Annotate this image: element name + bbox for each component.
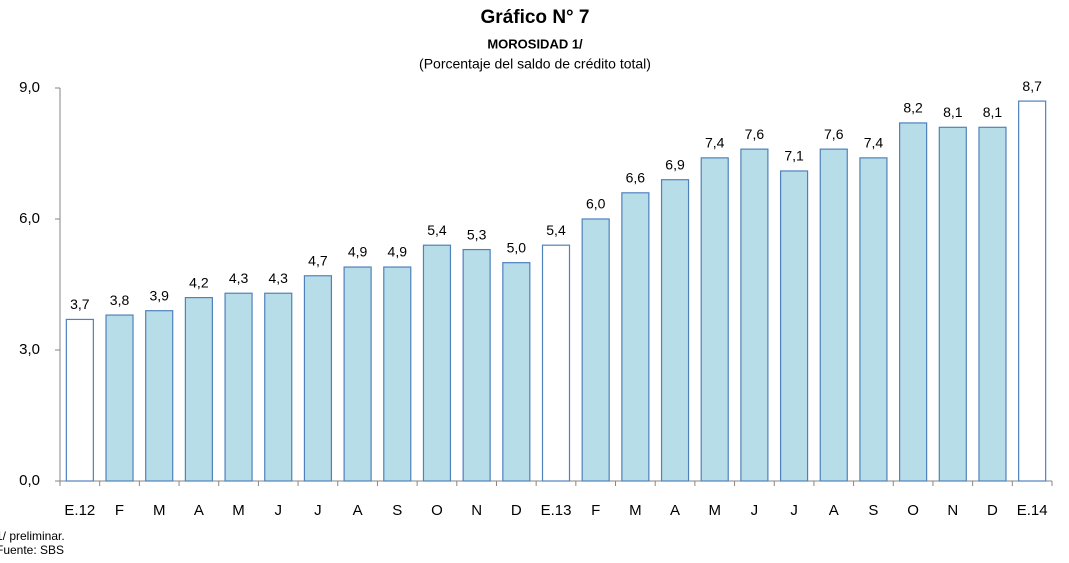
x-tick-label: D bbox=[987, 502, 998, 519]
x-tick-label: J bbox=[790, 502, 798, 519]
x-tick-label: A bbox=[670, 502, 680, 519]
value-label: 7,6 bbox=[745, 126, 765, 142]
bar bbox=[740, 148, 769, 482]
y-tick-label: 3,0 bbox=[19, 341, 40, 358]
value-label: 7,4 bbox=[705, 135, 725, 151]
bar bbox=[899, 122, 928, 482]
value-label: 3,9 bbox=[149, 287, 169, 303]
bar bbox=[422, 244, 452, 482]
value-label: 6,0 bbox=[586, 196, 606, 212]
bar bbox=[621, 192, 650, 482]
value-label: 7,6 bbox=[824, 126, 844, 142]
y-tick-label: 9,0 bbox=[19, 79, 40, 96]
x-tick-label: J bbox=[314, 502, 322, 519]
value-label: 3,7 bbox=[70, 296, 90, 312]
value-label: 4,3 bbox=[269, 270, 289, 286]
x-tick-label: E.12 bbox=[64, 502, 95, 519]
bar bbox=[303, 275, 333, 482]
x-tick-label: O bbox=[431, 502, 443, 519]
x-tick-label: M bbox=[153, 502, 166, 519]
x-tick-label: A bbox=[194, 502, 204, 519]
x-tick-label: A bbox=[829, 502, 839, 519]
bar bbox=[779, 170, 809, 482]
value-label: 6,9 bbox=[665, 156, 685, 172]
value-label: 4,3 bbox=[229, 270, 249, 286]
chart-subtitle: MOROSIDAD 1/ bbox=[487, 36, 583, 51]
bar bbox=[462, 248, 491, 482]
bar bbox=[1018, 100, 1047, 482]
x-tick-label: S bbox=[868, 502, 878, 519]
x-tick-label: F bbox=[115, 502, 124, 519]
bar bbox=[383, 266, 412, 482]
value-label: 3,8 bbox=[110, 292, 130, 308]
value-label: 4,9 bbox=[388, 244, 408, 260]
bar bbox=[264, 292, 293, 482]
value-label: 4,7 bbox=[308, 252, 328, 268]
value-label: 5,4 bbox=[546, 222, 566, 238]
x-tick-label: E.13 bbox=[541, 502, 572, 519]
x-tick-label: S bbox=[392, 502, 402, 519]
x-tick-label: N bbox=[471, 502, 482, 519]
value-label: 6,6 bbox=[626, 170, 646, 186]
value-label: 8,7 bbox=[1022, 78, 1042, 94]
bar bbox=[581, 218, 610, 482]
x-tick-label: A bbox=[353, 502, 363, 519]
x-tick-label: O bbox=[907, 502, 919, 519]
bar bbox=[184, 297, 213, 482]
bar bbox=[105, 314, 134, 482]
y-tick-label: 0,0 bbox=[19, 472, 40, 489]
x-tick-label: E.14 bbox=[1017, 502, 1048, 519]
bar bbox=[819, 148, 848, 482]
x-tick-label: N bbox=[947, 502, 958, 519]
x-tick-label: J bbox=[274, 502, 282, 519]
value-label: 8,2 bbox=[903, 100, 923, 116]
x-tick-label: J bbox=[751, 502, 759, 519]
bar bbox=[65, 318, 94, 482]
bar bbox=[859, 157, 888, 482]
x-tick-label: M bbox=[708, 502, 721, 519]
bar bbox=[938, 126, 967, 482]
value-label: 8,1 bbox=[983, 104, 1003, 120]
x-tick-label: F bbox=[591, 502, 600, 519]
bar bbox=[502, 262, 531, 482]
value-label: 7,1 bbox=[784, 148, 804, 164]
y-tick-label: 6,0 bbox=[19, 210, 40, 227]
value-label: 5,4 bbox=[427, 222, 447, 238]
bar bbox=[343, 266, 372, 482]
bar bbox=[978, 126, 1007, 482]
value-label: 4,9 bbox=[348, 244, 368, 260]
chart-subtitle: (Porcentaje del saldo de crédito total) bbox=[419, 56, 651, 72]
bar bbox=[660, 179, 690, 482]
footnote: 1/ preliminar. bbox=[0, 529, 65, 543]
x-tick-label: D bbox=[511, 502, 522, 519]
bar bbox=[145, 310, 174, 482]
value-label: 5,3 bbox=[467, 226, 487, 242]
x-tick-label: M bbox=[629, 502, 642, 519]
value-label: 7,4 bbox=[864, 135, 884, 151]
bar bbox=[541, 244, 571, 482]
footnote: Fuente: SBS bbox=[0, 543, 64, 557]
bar bbox=[224, 292, 253, 482]
value-label: 8,1 bbox=[943, 104, 963, 120]
value-label: 5,0 bbox=[507, 239, 527, 255]
chart-title: Gráfico N° 7 bbox=[481, 7, 590, 28]
x-tick-label: M bbox=[232, 502, 245, 519]
value-label: 4,2 bbox=[189, 274, 209, 290]
bar bbox=[700, 157, 729, 482]
